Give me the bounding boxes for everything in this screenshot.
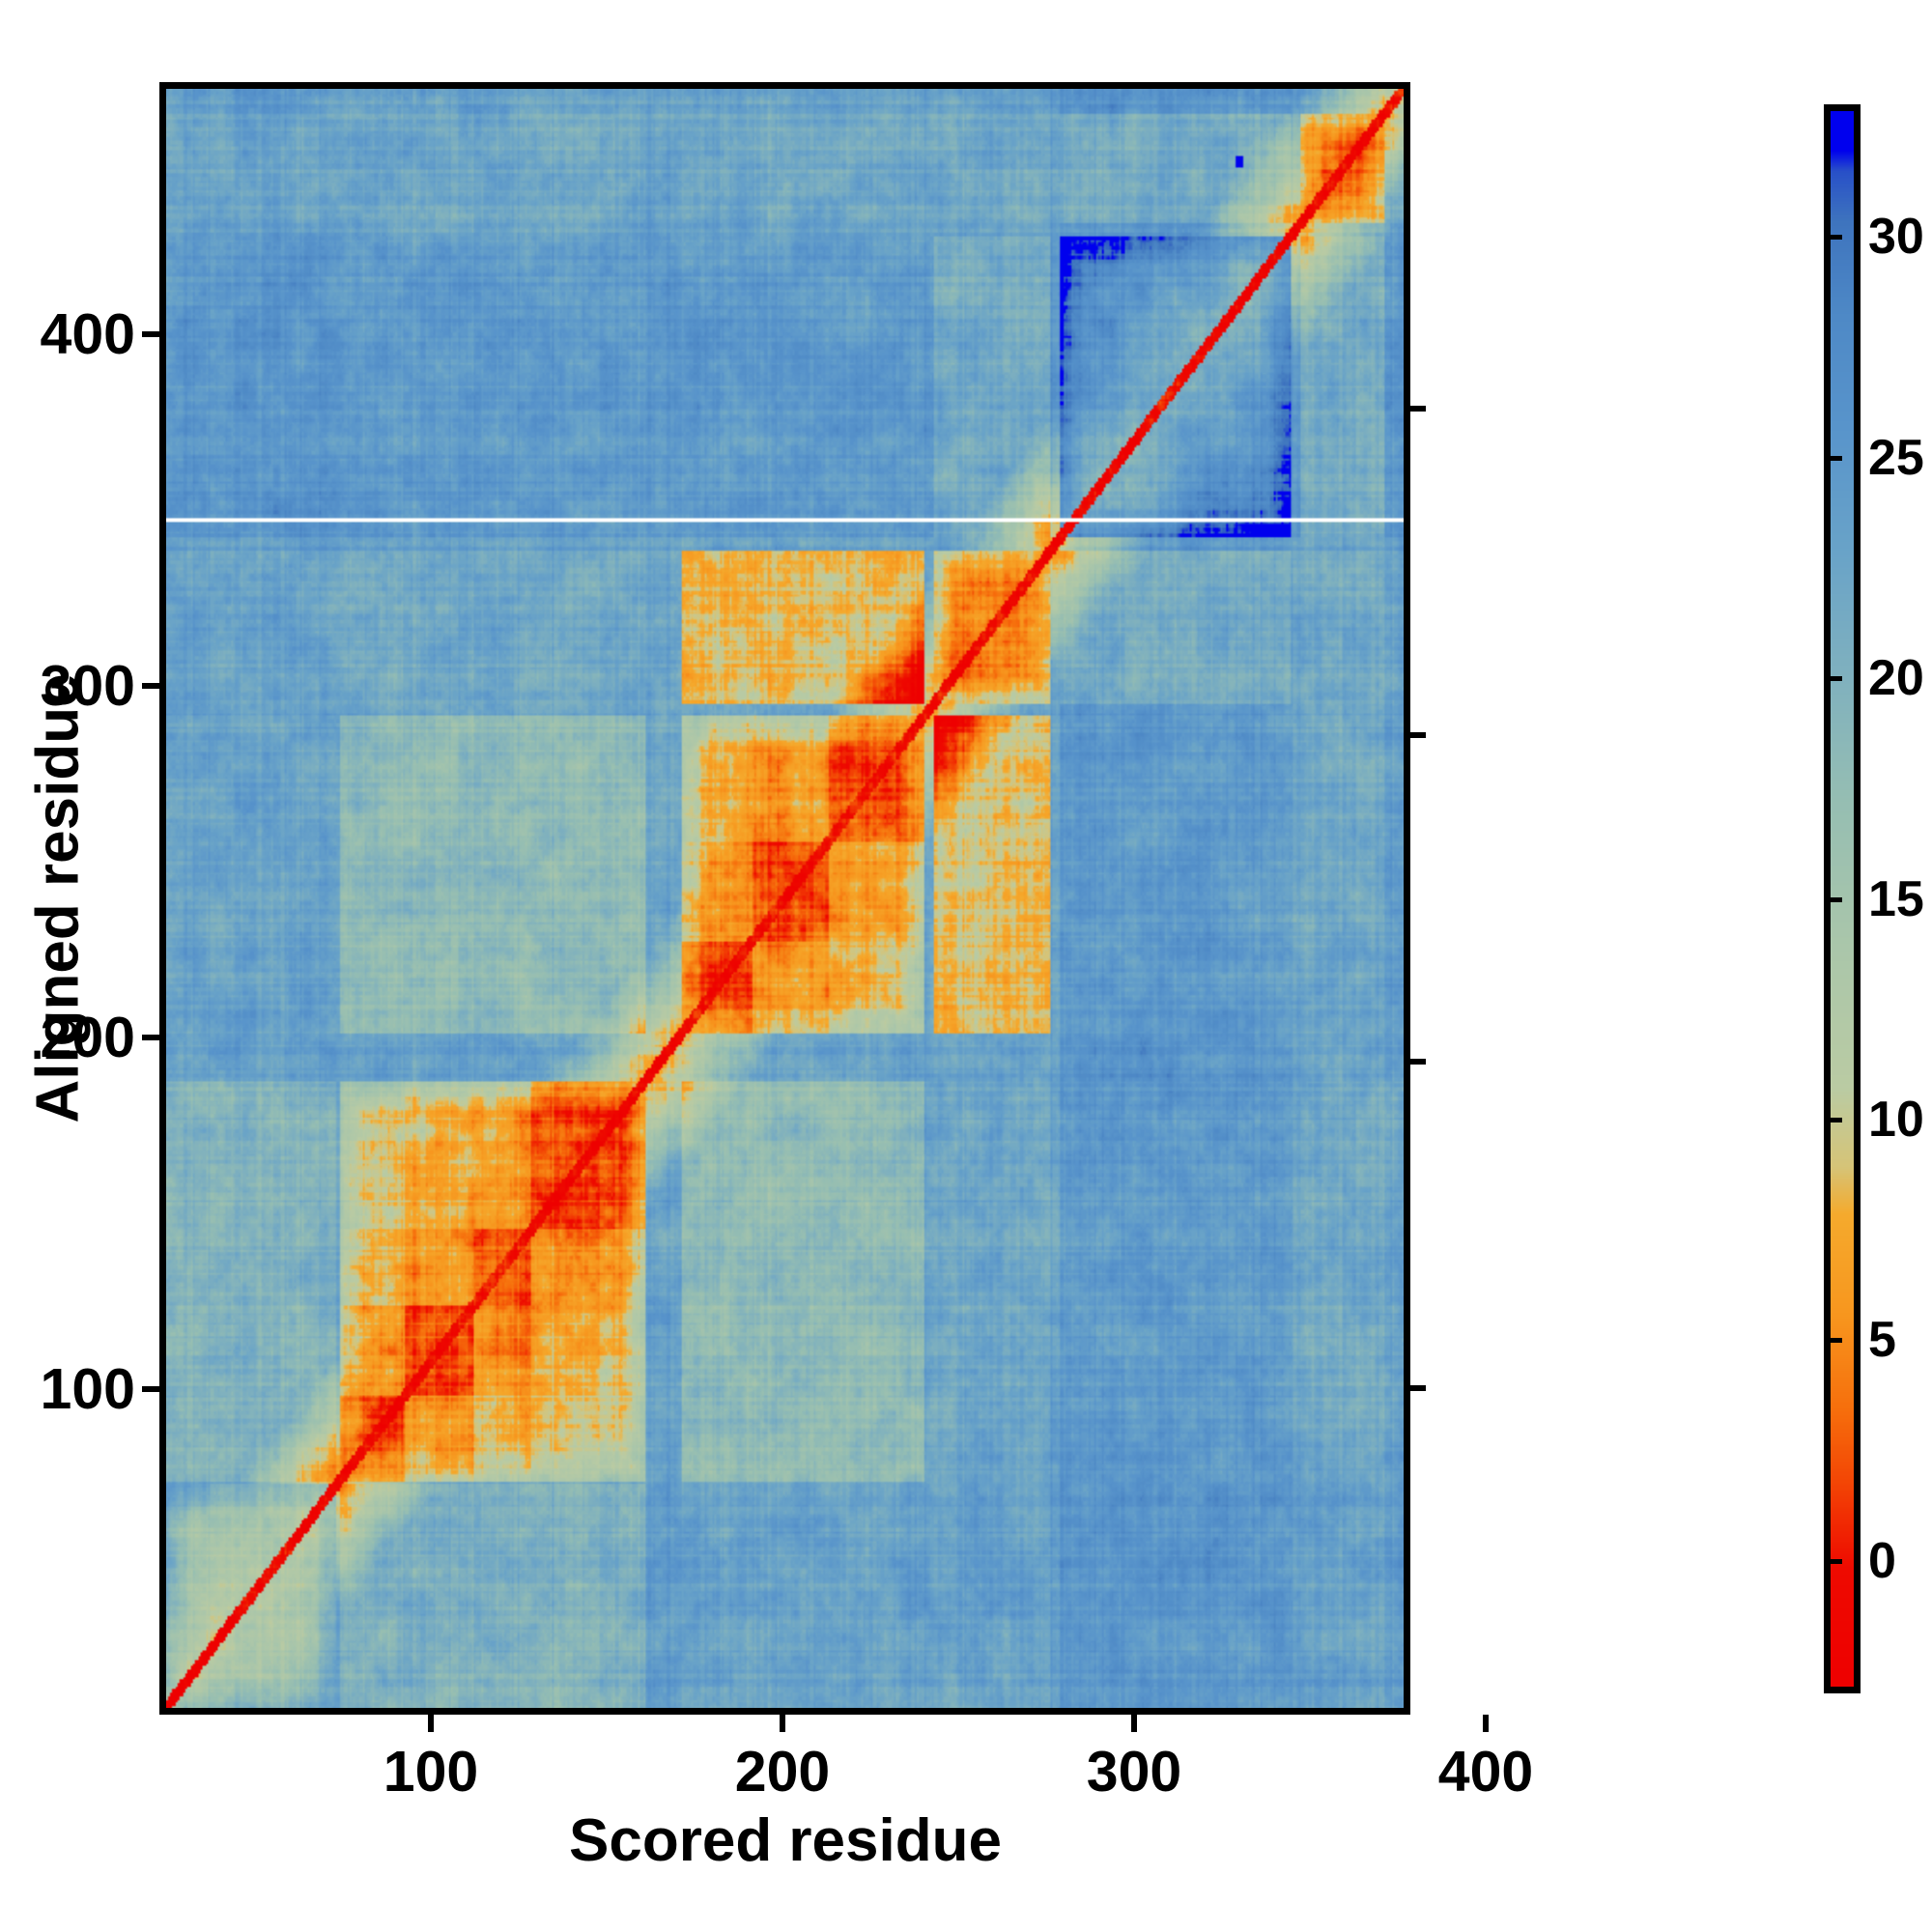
y-tick-300 bbox=[142, 683, 159, 689]
plot-right-minor-tick-1 bbox=[1410, 406, 1426, 412]
colorbar-tick-30 bbox=[1829, 235, 1842, 241]
y-tick-label-200: 200 bbox=[40, 1006, 135, 1069]
heatmap-plot-area bbox=[159, 82, 1410, 1715]
x-tick-label-200: 200 bbox=[734, 1740, 831, 1804]
x-tick-400 bbox=[1483, 1715, 1489, 1732]
colorbar-tick-25 bbox=[1829, 455, 1842, 461]
colorbar-tick-5 bbox=[1829, 1338, 1842, 1344]
heatmap-canvas bbox=[166, 89, 1404, 1708]
colorbar-tick-10 bbox=[1829, 1117, 1842, 1122]
y-tick-100 bbox=[142, 1386, 159, 1392]
x-tick-300 bbox=[1131, 1715, 1137, 1732]
colorbar-tick-20 bbox=[1829, 676, 1842, 682]
colorbar-tick-label-5: 5 bbox=[1868, 1312, 1896, 1369]
colorbar-tick-label-25: 25 bbox=[1868, 429, 1924, 486]
y-axis-title: Aligned residue bbox=[24, 673, 92, 1123]
x-tick-label-300: 300 bbox=[1086, 1740, 1182, 1804]
plot-right-minor-tick-2 bbox=[1410, 732, 1426, 738]
colorbar-tick-0 bbox=[1829, 1558, 1842, 1564]
x-tick-label-100: 100 bbox=[383, 1740, 479, 1804]
x-tick-label-400: 400 bbox=[1437, 1740, 1534, 1804]
colorbar-tick-label-20: 20 bbox=[1868, 650, 1924, 707]
x-tick-200 bbox=[780, 1715, 785, 1732]
colorbar-tick-label-0: 0 bbox=[1868, 1532, 1896, 1589]
y-tick-label-300: 300 bbox=[40, 654, 135, 718]
x-tick-100 bbox=[428, 1715, 434, 1732]
plot-right-minor-tick-3 bbox=[1410, 1059, 1426, 1065]
colorbar-tick-15 bbox=[1829, 896, 1842, 902]
colorbar-tick-label-30: 30 bbox=[1868, 209, 1924, 266]
y-tick-label-100: 100 bbox=[40, 1357, 135, 1421]
plot-right-minor-tick-4 bbox=[1410, 1385, 1426, 1391]
x-axis-title: Scored residue bbox=[569, 1807, 1002, 1874]
y-tick-200 bbox=[142, 1035, 159, 1040]
y-tick-400 bbox=[142, 331, 159, 337]
colorbar-tick-label-10: 10 bbox=[1868, 1091, 1924, 1148]
colorbar-tick-label-15: 15 bbox=[1868, 870, 1924, 927]
y-tick-label-400: 400 bbox=[40, 302, 135, 366]
